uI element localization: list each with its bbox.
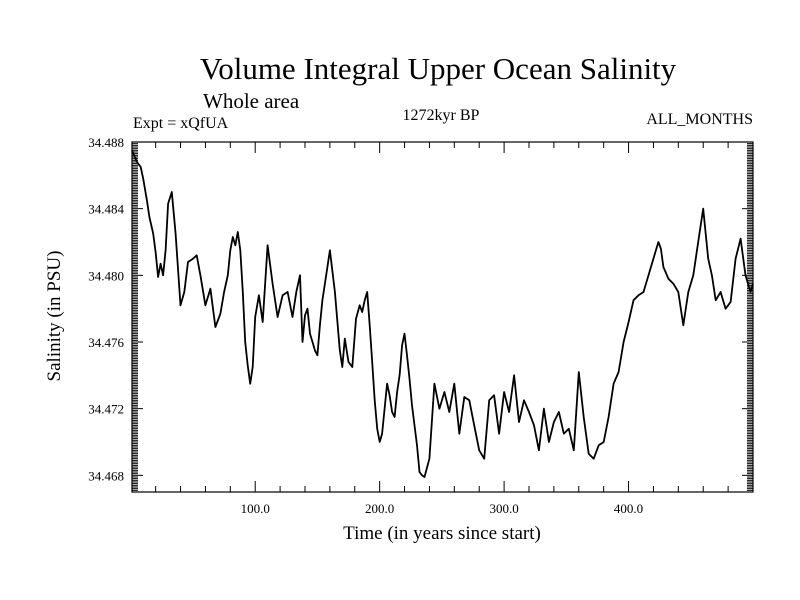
x-tick-label: 400.0 <box>614 501 643 516</box>
plot-frame <box>131 141 754 493</box>
y-tick-label: 34.484 <box>88 202 124 217</box>
chart-subtitle: Whole area <box>203 89 300 113</box>
chart-title: Volume Integral Upper Ocean Salinity <box>200 51 677 86</box>
y-axis-tick-labels: 34.468 34.472 34.476 34.480 34.484 34.488 <box>88 135 124 483</box>
period-label: 1272kyr BP <box>403 107 480 124</box>
x-axis-label: Time (in years since start) <box>343 523 541 544</box>
y-tick-label: 34.468 <box>88 468 124 483</box>
y-tick-label: 34.476 <box>88 335 124 350</box>
salinity-series-line <box>131 149 754 478</box>
x-tick-label: 100.0 <box>241 501 270 516</box>
x-axis-ticks <box>155 142 729 492</box>
months-label: ALL_MONTHS <box>646 111 753 128</box>
x-tick-label: 300.0 <box>489 501 518 516</box>
x-tick-label: 200.0 <box>365 501 394 516</box>
experiment-label: Expt = xQfUA <box>133 115 229 132</box>
y-tick-label: 34.488 <box>88 135 124 150</box>
x-axis-tick-labels: 100.0 200.0 300.0 400.0 <box>241 501 644 516</box>
y-axis-label: Salinity (in PSU) <box>44 251 65 382</box>
y-tick-label: 34.480 <box>88 268 124 283</box>
y-axis-ticks <box>132 143 753 491</box>
y-tick-label: 34.472 <box>88 402 124 417</box>
